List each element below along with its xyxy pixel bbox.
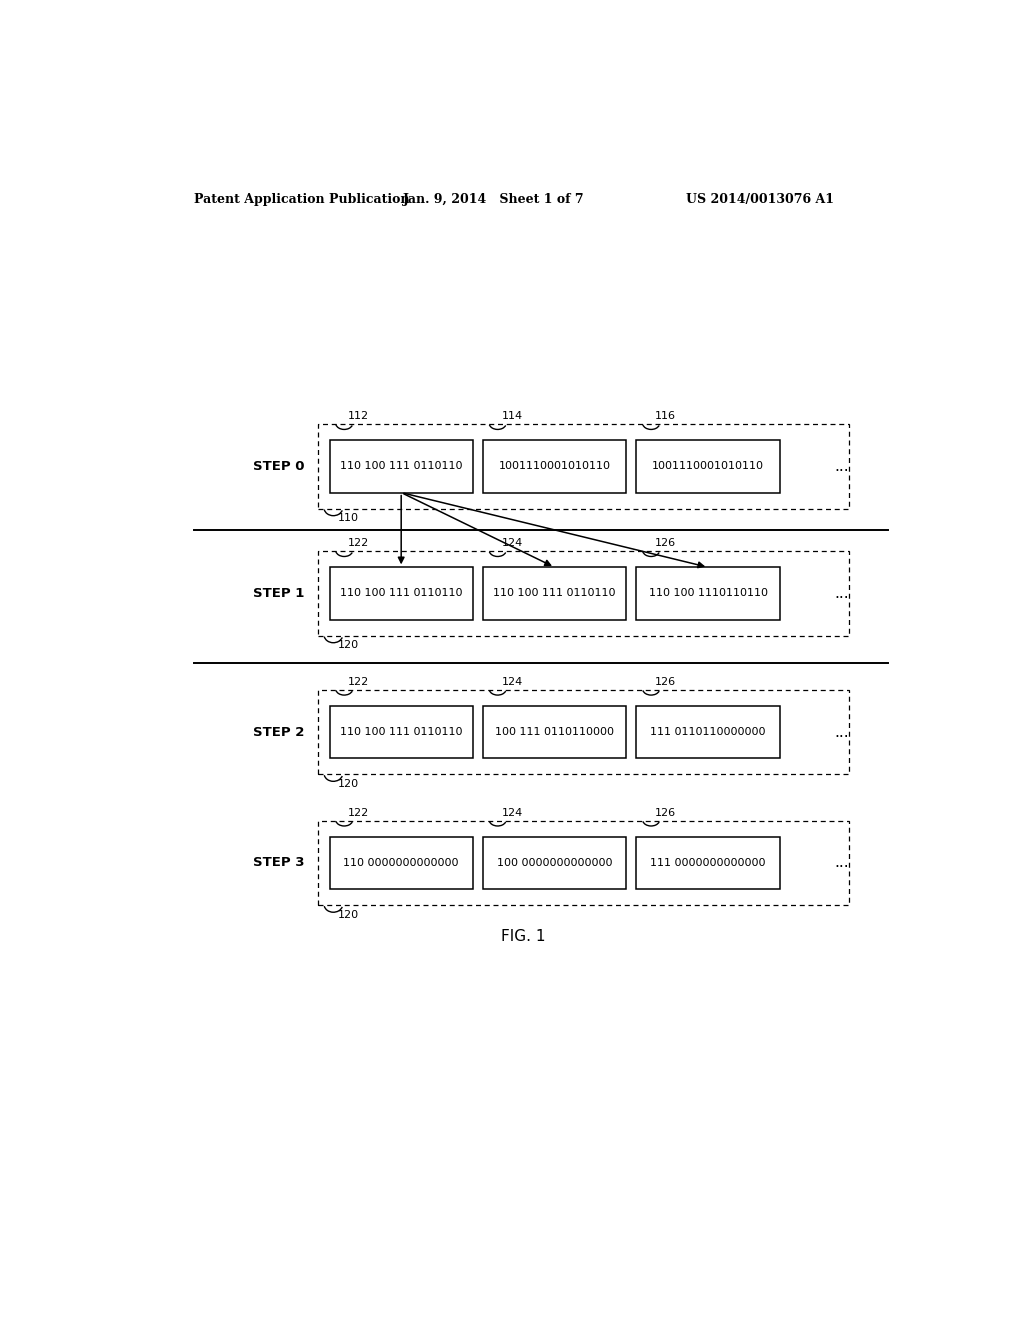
Bar <box>317 552 849 636</box>
Text: ...: ... <box>835 855 850 870</box>
Text: US 2014/0013076 A1: US 2014/0013076 A1 <box>686 193 834 206</box>
Text: 110 100 111 0110110: 110 100 111 0110110 <box>340 727 463 737</box>
Text: 111 0110110000000: 111 0110110000000 <box>650 727 766 737</box>
Bar <box>483 568 627 619</box>
Text: 120: 120 <box>338 640 359 651</box>
Bar <box>330 568 473 619</box>
Text: STEP 3: STEP 3 <box>253 857 305 870</box>
Bar <box>317 821 849 906</box>
Text: 100 0000000000000: 100 0000000000000 <box>497 858 612 869</box>
Bar <box>636 706 779 758</box>
Text: 116: 116 <box>655 411 676 421</box>
Bar <box>330 441 473 492</box>
Text: 124: 124 <box>502 539 523 548</box>
Text: 122: 122 <box>348 808 370 817</box>
Text: 100 111 0110110000: 100 111 0110110000 <box>496 727 614 737</box>
Text: STEP 0: STEP 0 <box>253 459 305 473</box>
Text: 110 0000000000000: 110 0000000000000 <box>343 858 459 869</box>
Text: 120: 120 <box>338 909 359 920</box>
Text: 1001110001010110: 1001110001010110 <box>652 462 764 471</box>
Text: 122: 122 <box>348 539 370 548</box>
Text: 120: 120 <box>338 779 359 789</box>
Text: Patent Application Publication: Patent Application Publication <box>194 193 410 206</box>
Text: 126: 126 <box>655 539 676 548</box>
Text: FIG. 1: FIG. 1 <box>501 928 546 944</box>
Bar <box>330 837 473 890</box>
Text: 126: 126 <box>655 808 676 817</box>
Bar <box>483 837 627 890</box>
Bar <box>317 424 849 508</box>
Text: 124: 124 <box>502 808 523 817</box>
Text: 112: 112 <box>348 411 370 421</box>
Text: 124: 124 <box>502 677 523 686</box>
Text: STEP 2: STEP 2 <box>253 726 305 739</box>
Text: ...: ... <box>835 459 850 474</box>
Text: ...: ... <box>835 586 850 601</box>
Text: 126: 126 <box>655 677 676 686</box>
Text: 122: 122 <box>348 677 370 686</box>
Text: Jan. 9, 2014   Sheet 1 of 7: Jan. 9, 2014 Sheet 1 of 7 <box>403 193 585 206</box>
Bar <box>483 441 627 492</box>
Text: 111 0000000000000: 111 0000000000000 <box>650 858 766 869</box>
Text: ...: ... <box>835 725 850 739</box>
Bar <box>483 706 627 758</box>
Text: 114: 114 <box>502 411 522 421</box>
Text: 110 100 111 0110110: 110 100 111 0110110 <box>340 589 463 598</box>
Text: 1001110001010110: 1001110001010110 <box>499 462 610 471</box>
Bar <box>636 441 779 492</box>
Text: 110: 110 <box>338 513 359 523</box>
Bar <box>317 689 849 775</box>
Text: 110 100 1110110110: 110 100 1110110110 <box>648 589 768 598</box>
Bar <box>636 568 779 619</box>
Text: STEP 1: STEP 1 <box>253 587 305 601</box>
Text: 110 100 111 0110110: 110 100 111 0110110 <box>340 462 463 471</box>
Bar <box>330 706 473 758</box>
Text: 110 100 111 0110110: 110 100 111 0110110 <box>494 589 615 598</box>
Bar <box>636 837 779 890</box>
